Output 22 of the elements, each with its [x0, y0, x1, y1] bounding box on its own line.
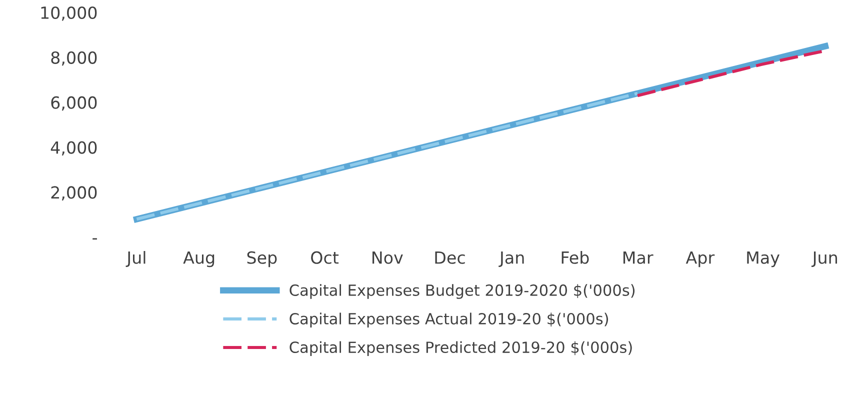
legend-label: Capital Expenses Predicted 2019-20 $('000s): [290, 341, 632, 356]
x-tick-label: Oct: [311, 251, 339, 264]
x-tick-label: May: [747, 252, 780, 268]
x-tick-label: Aug: [183, 252, 214, 268]
y-tick-label: 2,000: [51, 186, 97, 200]
x-tick-label: Apr: [686, 252, 715, 268]
x-tick-label: Feb: [562, 251, 589, 264]
x-tick-label: Mar: [623, 252, 654, 264]
x-tick-label: Nov: [372, 252, 403, 264]
x-tick-label: Jun: [811, 252, 837, 268]
line-series: [135, 92, 640, 221]
y-tick-label: 8,000: [51, 51, 97, 66]
x-tick-label: Jul: [126, 251, 146, 268]
y-tick-label: -: [92, 238, 97, 240]
x-tick-label: Jan: [498, 252, 524, 268]
y-tick-label: 10,000: [41, 6, 97, 21]
legend-label: Capital Expenses Actual 2019-20 $('000s): [290, 312, 608, 328]
x-tick-label: Dec: [435, 252, 465, 264]
y-tick-label: 6,000: [51, 96, 97, 111]
y-tick-label: 4,000: [50, 141, 97, 156]
x-tick-label: Sep: [247, 251, 277, 268]
legend-label: Capital Expenses Budget 2019-2020 $('000s): [290, 284, 635, 299]
